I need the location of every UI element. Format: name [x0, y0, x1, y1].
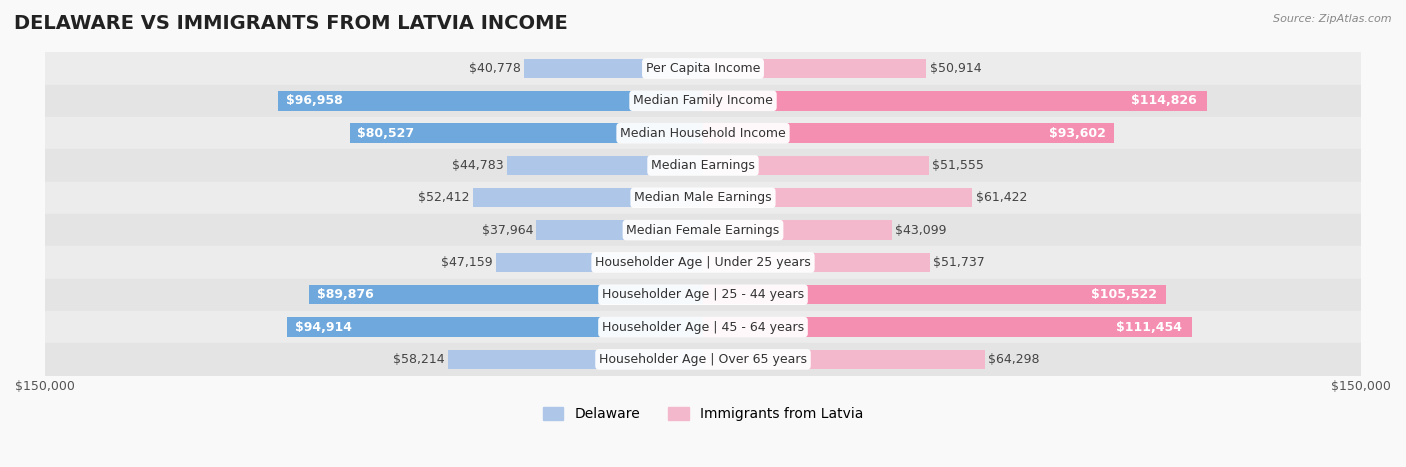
Bar — [524, 59, 703, 78]
Text: $51,555: $51,555 — [932, 159, 984, 172]
Text: Median Household Income: Median Household Income — [620, 127, 786, 140]
Bar — [45, 246, 1361, 279]
Text: Householder Age | 25 - 44 years: Householder Age | 25 - 44 years — [602, 288, 804, 301]
Text: DELAWARE VS IMMIGRANTS FROM LATVIA INCOME: DELAWARE VS IMMIGRANTS FROM LATVIA INCOM… — [14, 14, 568, 33]
Bar — [703, 123, 1114, 143]
Bar — [703, 285, 1166, 304]
Text: $105,522: $105,522 — [1091, 288, 1157, 301]
Text: $89,876: $89,876 — [316, 288, 374, 301]
Text: Median Earnings: Median Earnings — [651, 159, 755, 172]
Bar — [45, 85, 1361, 117]
Bar — [309, 285, 703, 304]
Text: Source: ZipAtlas.com: Source: ZipAtlas.com — [1274, 14, 1392, 24]
Bar — [472, 188, 703, 207]
Bar — [703, 59, 927, 78]
Text: Median Family Income: Median Family Income — [633, 94, 773, 107]
Bar — [703, 91, 1206, 111]
Text: $37,964: $37,964 — [482, 224, 533, 237]
Text: Householder Age | 45 - 64 years: Householder Age | 45 - 64 years — [602, 320, 804, 333]
Text: $93,602: $93,602 — [1049, 127, 1105, 140]
Text: Householder Age | Over 65 years: Householder Age | Over 65 years — [599, 353, 807, 366]
Text: $94,914: $94,914 — [295, 320, 352, 333]
Text: $51,737: $51,737 — [934, 256, 986, 269]
Bar — [537, 220, 703, 240]
Text: Householder Age | Under 25 years: Householder Age | Under 25 years — [595, 256, 811, 269]
Text: $96,958: $96,958 — [287, 94, 343, 107]
Bar — [45, 214, 1361, 246]
Bar — [277, 91, 703, 111]
Bar — [287, 318, 703, 337]
Text: $80,527: $80,527 — [357, 127, 413, 140]
Bar — [350, 123, 703, 143]
Text: $58,214: $58,214 — [392, 353, 444, 366]
Text: $52,412: $52,412 — [418, 191, 470, 204]
Bar — [703, 188, 973, 207]
Text: $111,454: $111,454 — [1116, 320, 1182, 333]
Bar — [703, 350, 986, 369]
Bar — [703, 318, 1192, 337]
Text: $43,099: $43,099 — [896, 224, 946, 237]
Bar — [703, 253, 929, 272]
Text: $44,783: $44,783 — [451, 159, 503, 172]
Text: $114,826: $114,826 — [1130, 94, 1197, 107]
Text: Median Female Earnings: Median Female Earnings — [627, 224, 779, 237]
Bar — [45, 149, 1361, 182]
Bar — [45, 311, 1361, 343]
Text: Per Capita Income: Per Capita Income — [645, 62, 761, 75]
Text: $61,422: $61,422 — [976, 191, 1028, 204]
Bar — [447, 350, 703, 369]
Legend: Delaware, Immigrants from Latvia: Delaware, Immigrants from Latvia — [537, 402, 869, 427]
Bar — [703, 220, 891, 240]
Bar — [703, 156, 929, 175]
Text: $47,159: $47,159 — [441, 256, 494, 269]
Text: $40,778: $40,778 — [470, 62, 520, 75]
Bar — [45, 52, 1361, 85]
Text: Median Male Earnings: Median Male Earnings — [634, 191, 772, 204]
Bar — [45, 343, 1361, 375]
Bar — [506, 156, 703, 175]
Text: $50,914: $50,914 — [929, 62, 981, 75]
Bar — [45, 117, 1361, 149]
Bar — [496, 253, 703, 272]
Bar — [45, 279, 1361, 311]
Bar — [45, 182, 1361, 214]
Text: $64,298: $64,298 — [988, 353, 1040, 366]
